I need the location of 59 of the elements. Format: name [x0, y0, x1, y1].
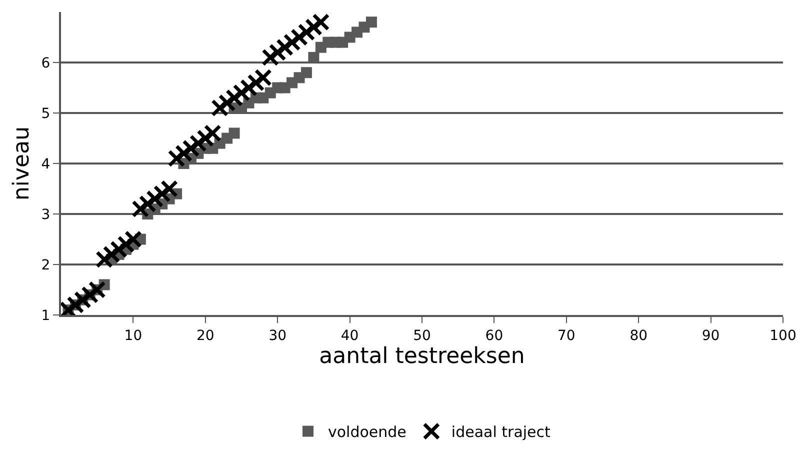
point	[298, 23, 316, 41]
y-tick-label: 6	[41, 55, 50, 72]
point	[88, 281, 106, 298]
x-tick-label: 10	[124, 328, 142, 344]
y-tick-label: 5	[41, 106, 50, 122]
point	[189, 134, 207, 152]
point	[168, 150, 186, 168]
y-axis-title: niveau	[10, 126, 35, 201]
point	[262, 48, 280, 66]
point	[196, 130, 214, 147]
point	[74, 291, 92, 309]
point	[66, 296, 84, 314]
point	[218, 94, 236, 112]
y-tick-label: 2	[41, 257, 50, 274]
x-axis-title: aantal testreeksen	[319, 344, 525, 369]
y-tick-label: 4	[41, 156, 50, 172]
point	[290, 28, 308, 46]
point	[110, 240, 128, 258]
point	[81, 286, 99, 304]
point	[276, 38, 294, 56]
point	[204, 124, 222, 142]
point	[300, 67, 312, 78]
x-tick-label: 50	[413, 328, 431, 344]
point	[124, 230, 142, 248]
point	[132, 200, 150, 218]
point	[153, 185, 171, 203]
legend-label: ideaal traject	[451, 423, 551, 442]
point	[312, 13, 330, 31]
point	[240, 79, 258, 96]
point	[247, 74, 265, 92]
x-tick-label: 100	[770, 328, 796, 344]
point	[117, 236, 135, 254]
point	[182, 140, 200, 158]
point	[254, 68, 272, 86]
x-tick-label: 40	[340, 328, 359, 344]
point	[268, 44, 286, 62]
point	[146, 190, 164, 208]
point	[96, 250, 114, 268]
x-tick-label: 20	[196, 328, 214, 344]
point	[211, 99, 229, 117]
x-tick-label: 70	[557, 328, 576, 344]
point	[283, 34, 301, 52]
y-tick-label: 3	[41, 206, 50, 223]
point	[160, 180, 178, 198]
point	[232, 84, 250, 102]
point	[102, 246, 120, 264]
point	[228, 128, 240, 139]
point	[308, 52, 320, 63]
x-tick-label: 90	[702, 328, 720, 344]
point	[174, 144, 192, 162]
legend-label: voldoende	[328, 423, 406, 442]
point	[366, 16, 377, 28]
point	[304, 18, 322, 36]
x-tick-label: 60	[485, 328, 504, 344]
point	[226, 89, 244, 107]
point	[138, 195, 156, 213]
y-tick-label: 1	[41, 308, 50, 324]
x-tick-label: 30	[268, 328, 287, 344]
x-tick-label: 80	[630, 328, 648, 344]
